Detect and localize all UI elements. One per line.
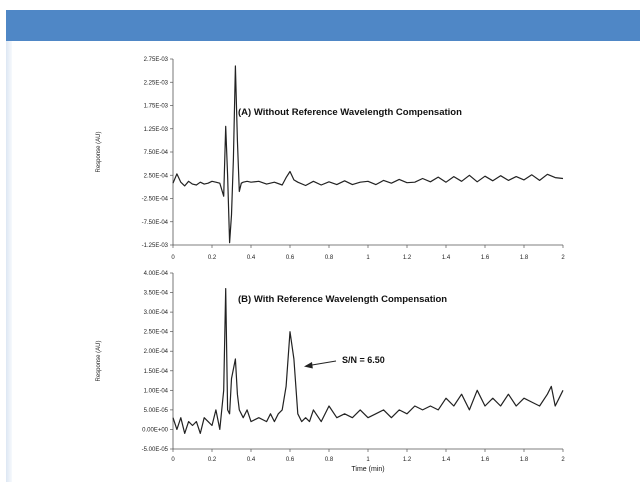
y-tick-label: 2.25E-03 [144,80,169,86]
y-tick-label: -7.50E-04 [142,220,169,226]
chart-title: (A) Without Reference Wavelength Compens… [238,107,462,118]
x-tick-label: 0.2 [208,255,217,261]
x-tick-label: 0 [171,255,175,261]
y-axis-label: Response (AU) [96,131,102,172]
x-tick-label: 1 [366,457,370,463]
x-tick-label: 0.4 [247,255,256,261]
y-tick-label: 3.50E-04 [144,291,169,297]
y-tick-label: 1.00E-04 [144,388,169,394]
chart-a: 2.75E-03 2.25E-03 1.75E-03 1.25E-03 7.50E-04… [96,57,565,261]
y-tick-label: 1.25E-03 [144,127,169,133]
x-tick-label: 1.8 [520,457,529,463]
x-tick-label: 0.8 [325,457,334,463]
x-tick-label: 1.2 [403,457,412,463]
x-tick-label: 2 [561,457,565,463]
y-tick-label: 7.50E-04 [144,150,169,156]
y-tick-label: -1.25E-03 [142,243,169,249]
chart-b: 4.00E-04 3.50E-04 3.00E-04 2.50E-04 2.00E-04… [96,271,565,473]
y-tick-label: 2.50E-04 [144,330,169,336]
x-tick-label: 1.6 [481,457,490,463]
y-tick-label: -2.50E-04 [142,197,169,203]
header-banner [6,10,640,41]
y-tick-label: 2.00E-04 [144,349,169,355]
x-tick-label: 0.6 [286,255,295,261]
y-tick-label: 2.75E-03 [144,57,169,63]
x-tick-label: 1.4 [442,255,451,261]
chromatogram-figure: 2.75E-03 2.25E-03 1.75E-03 1.25E-03 7.50E-04… [96,57,565,473]
left-edge-strip [6,41,12,482]
y-tick-label: 1.75E-03 [144,104,169,110]
x-tick-label: 0.8 [325,255,334,261]
chart-title: (B) With Reference Wavelength Compensati… [238,294,447,305]
y-tick-label: 2.50E-04 [144,173,169,179]
x-tick-label: 1.8 [520,255,529,261]
series-line [172,288,564,434]
x-tick-label: 1 [366,255,370,261]
y-tick-label: 1.50E-04 [144,369,169,375]
x-tick-label: 1.2 [403,255,412,261]
x-tick-label: 1.4 [442,457,451,463]
x-axis-label: Time (min) [351,466,384,473]
x-tick-label: 0 [171,457,175,463]
y-tick-label: 4.00E-04 [144,271,169,277]
y-tick-label: 3.00E-04 [144,310,169,316]
x-tick-label: 2 [561,255,565,261]
annotation-arrowhead [304,362,313,369]
x-tick-label: 0.4 [247,457,256,463]
chart-panel: 2.75E-03 2.25E-03 1.75E-03 1.25E-03 7.50E-04… [12,41,640,482]
series-line [172,65,564,244]
y-tick-label: 5.00E-05 [144,408,169,414]
y-tick-label: -5.00E-05 [142,447,169,453]
x-tick-label: 1.6 [481,255,490,261]
y-axis-label: Response (AU) [96,340,102,381]
annotation-label: S/N = 6.50 [342,355,385,365]
y-tick-label: 0.00E+00 [142,427,169,433]
x-tick-label: 0.2 [208,457,217,463]
x-tick-label: 0.6 [286,457,295,463]
